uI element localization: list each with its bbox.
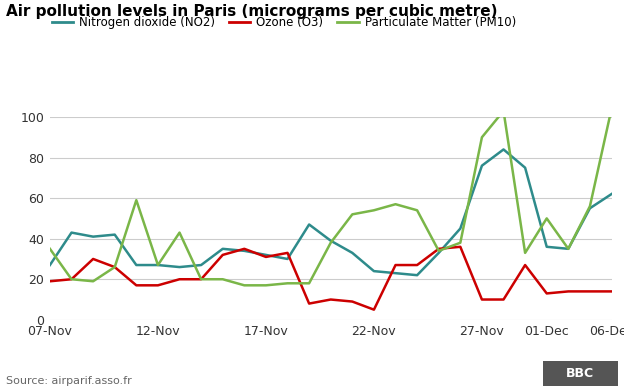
Text: Source: airparif.asso.fr: Source: airparif.asso.fr xyxy=(6,376,132,386)
Text: Air pollution levels in Paris (micrograms per cubic metre): Air pollution levels in Paris (microgram… xyxy=(6,4,498,19)
Legend: Nitrogen dioxide (NO2), Ozone (O3), Particulate Matter (PM10): Nitrogen dioxide (NO2), Ozone (O3), Part… xyxy=(47,12,520,34)
Text: BBC: BBC xyxy=(566,367,595,380)
